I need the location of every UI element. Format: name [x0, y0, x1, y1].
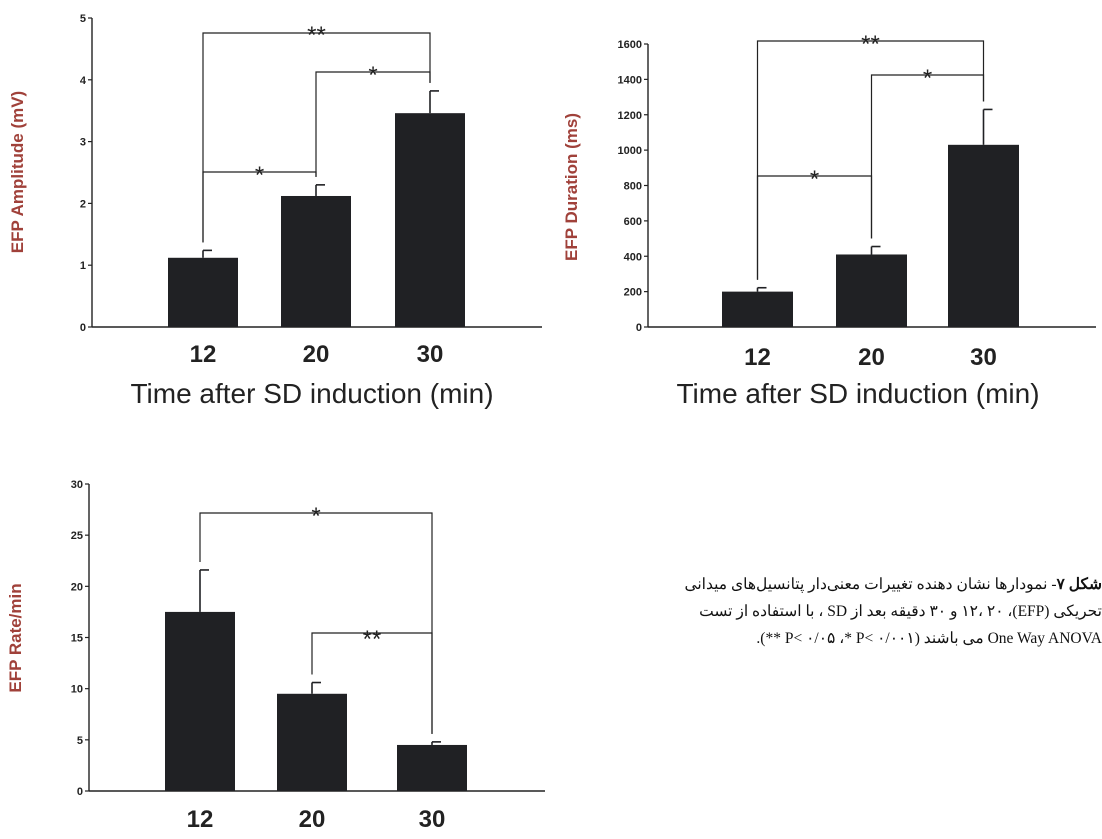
- bar: [165, 611, 235, 791]
- figure-caption: شکل ۷- نمودارها نشان دهنده تغییرات معنی‌…: [542, 571, 1102, 652]
- significance-label: *: [311, 503, 320, 530]
- y-tick-label: 5: [80, 13, 86, 25]
- y-tick-label: 2: [80, 198, 86, 210]
- y-tick-label: 0: [77, 786, 83, 798]
- chart-duration: 0 200 400 600 800 1000 1200 1400 1600 EFP Duratio…: [562, 31, 1096, 409]
- category-label: 30: [417, 341, 444, 368]
- caption-line-1: شکل ۷- نمودارها نشان دهنده تغییرات معنی‌…: [542, 571, 1102, 598]
- x-axis-label: Time after SD induction (min): [130, 378, 493, 409]
- category-label: 30: [419, 806, 446, 833]
- y-tick-label: 1400: [618, 74, 642, 86]
- bar: [397, 744, 467, 791]
- x-axis-label: Time after SD induction (min): [676, 378, 1039, 409]
- y-tick-label: 400: [624, 251, 642, 263]
- caption-label: شکل ۷: [1056, 576, 1102, 593]
- significance-label: **: [363, 626, 382, 653]
- category-label: 30: [970, 344, 997, 371]
- y-tick-label: 800: [624, 181, 642, 193]
- bar: [281, 195, 351, 327]
- y-tick-label: 15: [71, 633, 83, 645]
- y-tick-label: 10: [71, 684, 83, 696]
- bar: [722, 291, 793, 327]
- significance-label: **: [307, 22, 326, 49]
- category-label: 20: [303, 341, 330, 368]
- caption-line-3: One Way ANOVA می باشند (P< ۰/۰۵ ،* P< ۰/…: [756, 630, 1102, 647]
- y-tick-label: 4: [80, 75, 87, 87]
- y-tick-label: 0: [636, 322, 642, 334]
- category-label: 12: [190, 341, 217, 368]
- y-tick-label: 1200: [618, 110, 642, 122]
- significance-label: **: [861, 31, 880, 58]
- y-tick-label: 25: [71, 530, 83, 542]
- significance-bracket: [756, 40, 985, 280]
- significance-label: *: [255, 162, 264, 189]
- y-tick-label: 200: [624, 287, 642, 299]
- y-tick-label: 30: [71, 479, 83, 491]
- y-tick-label: 5: [77, 735, 83, 747]
- bar: [277, 693, 347, 791]
- category-label: 20: [858, 344, 885, 371]
- bar: [168, 257, 238, 327]
- y-tick-label: 20: [71, 581, 83, 593]
- significance-bracket: [199, 512, 433, 734]
- significance-bracket: [202, 32, 431, 243]
- y-tick-label: 0: [80, 322, 86, 334]
- category-label: 12: [744, 344, 771, 371]
- y-tick-label: 1000: [618, 145, 642, 157]
- bar: [836, 254, 907, 327]
- bar: [948, 144, 1019, 327]
- y-axis-label: EFP Rate/min: [6, 583, 25, 692]
- y-tick-label: 1: [80, 260, 86, 272]
- significance-label: *: [368, 62, 377, 89]
- caption-text-1: - نمودارها نشان دهنده تغییرات معنی‌دار پ…: [684, 576, 1057, 593]
- bar: [395, 113, 465, 327]
- significance-label: *: [923, 65, 932, 92]
- significance-label: *: [810, 166, 819, 193]
- y-axis-label: EFP Amplitude (mV): [8, 91, 27, 253]
- y-tick-label: 3: [80, 137, 86, 149]
- caption-line-2: تحریکی (EFP)، ۱۲، ۲۰ و ۳۰ دقیقه بعد از S…: [699, 603, 1102, 620]
- category-label: 20: [299, 806, 326, 833]
- y-axis-label: EFP Duration (ms): [562, 113, 581, 261]
- category-label: 12: [187, 806, 214, 833]
- y-tick-label: 1600: [618, 39, 642, 51]
- y-tick-label: 600: [624, 216, 642, 228]
